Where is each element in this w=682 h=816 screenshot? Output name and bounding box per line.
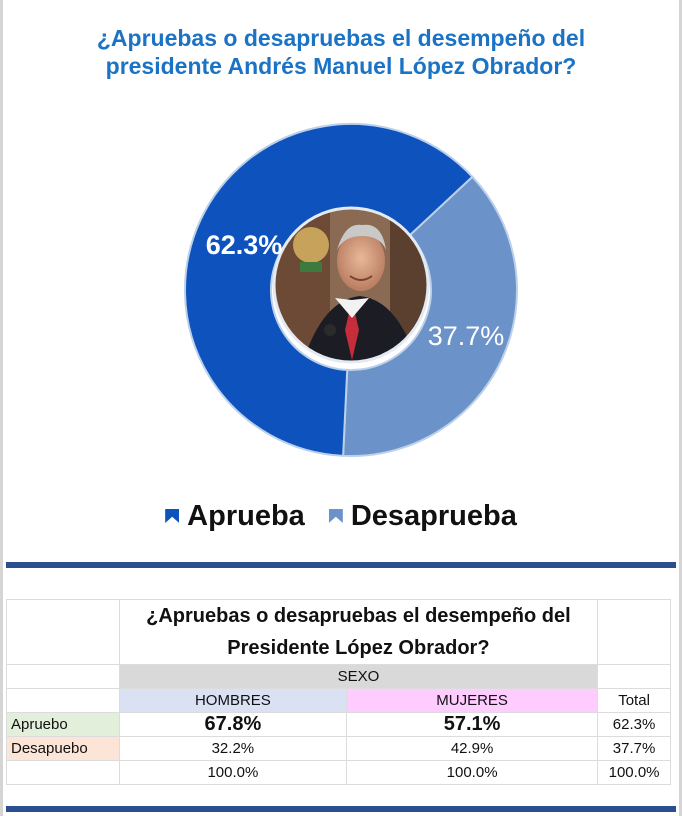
- row-label-total: [6, 760, 120, 785]
- column-header-total: Total: [597, 688, 671, 713]
- legend-label-desaprueba: Desaprueba: [350, 499, 517, 532]
- cell-apruebo-total: 62.3%: [597, 712, 671, 737]
- frame-right: [679, 0, 682, 816]
- separator-bottom: [6, 806, 676, 812]
- cell-total-mujeres: 100.0%: [346, 760, 599, 785]
- donut-slice-desaprueba: [342, 175, 518, 457]
- cell-total-total: 100.0%: [597, 760, 671, 785]
- frame-left: [0, 0, 3, 816]
- table-question: ¿Apruebas o desapruebas el desempeño del…: [118, 599, 599, 665]
- legend-item-desaprueba: Desaprueba: [328, 499, 517, 533]
- legend-swatch-desaprueba: [328, 509, 343, 523]
- cell-desaprueba-hombres: 32.2%: [118, 736, 348, 761]
- chart-legend: Aprueba Desaprueba: [0, 496, 682, 536]
- slice-label-aprueba: 62.3%: [206, 230, 283, 260]
- legend-item-aprueba: Aprueba: [165, 500, 305, 533]
- legend-label-aprueba: Aprueba: [187, 499, 305, 532]
- crosstab-table: ¿Apruebas o desapruebas el desempeño del…: [6, 599, 671, 785]
- column-header-hombres: HOMBRES: [118, 688, 348, 713]
- cell-total-hombres: 100.0%: [118, 760, 348, 785]
- separator-top: [6, 562, 676, 568]
- blank-header-left: [6, 688, 120, 713]
- cell-desaprueba-total: 37.7%: [597, 736, 671, 761]
- legend-swatch-aprueba: [165, 509, 180, 523]
- cell-desaprueba-mujeres: 42.9%: [346, 736, 599, 761]
- cell-apruebo-hombres: 67.8%: [118, 712, 348, 737]
- blank-sexo-left: [6, 664, 120, 689]
- donut-slice-aprueba: [184, 123, 474, 457]
- column-header-mujeres: MUJERES: [346, 688, 599, 713]
- president-photo: [274, 208, 428, 362]
- cell-apruebo-mujeres: 57.1%: [346, 712, 599, 737]
- table-row: 100.0% 100.0% 100.0%: [6, 760, 671, 785]
- row-label-apruebo: Apruebo: [6, 712, 120, 737]
- donut-chart: 62.3% 37.7%: [184, 123, 518, 457]
- table-row: Desapuebo 32.2% 42.9% 37.7%: [6, 736, 671, 761]
- blank-sexo-right: [597, 664, 671, 689]
- table-row: Apruebo 67.8% 57.1% 62.3%: [6, 712, 671, 737]
- blank-question-cell: [597, 599, 671, 665]
- row-label-desaprueba: Desapuebo: [6, 736, 120, 761]
- sexo-header: SEXO: [118, 664, 599, 689]
- blank-corner-cell: [6, 599, 120, 665]
- slice-label-desaprueba: 37.7%: [428, 321, 505, 351]
- chart-title: ¿Apruebas o desapruebas el desempeño del…: [96, 25, 586, 79]
